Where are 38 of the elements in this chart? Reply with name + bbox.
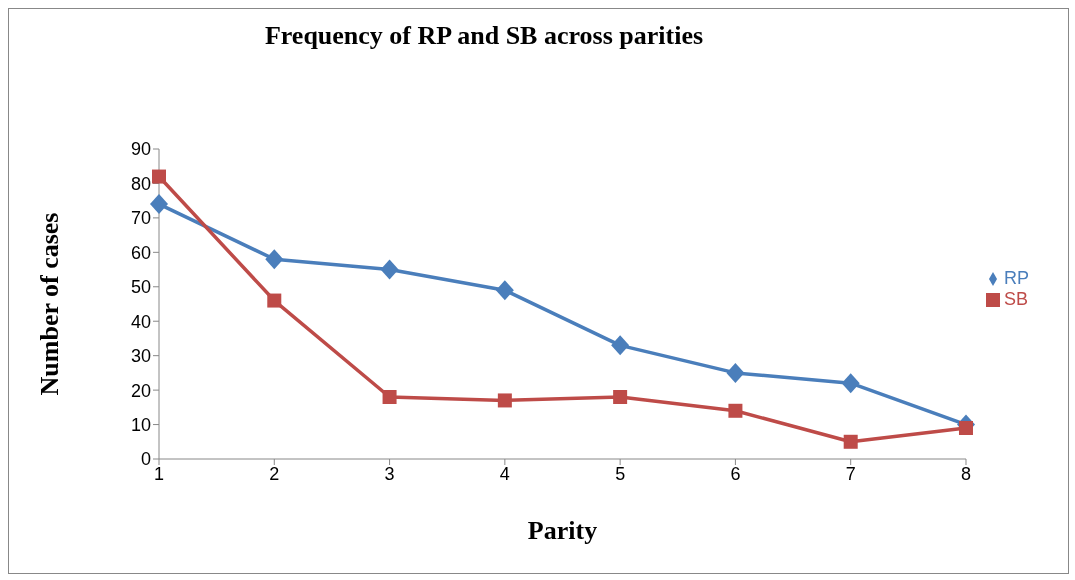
point — [728, 403, 743, 418]
x-tick-label: 4 — [499, 463, 510, 484]
point — [843, 434, 858, 449]
point — [841, 373, 860, 394]
point — [150, 194, 168, 215]
point — [267, 293, 282, 308]
x-tick-label: 5 — [615, 463, 626, 484]
y-tick-label: 80 — [130, 173, 151, 194]
point — [382, 390, 397, 404]
y-tick-label: 30 — [130, 346, 151, 367]
x-tick-label: 3 — [384, 463, 395, 484]
point — [958, 421, 973, 435]
y-tick-label: 20 — [130, 380, 151, 401]
y-tick-label: 50 — [130, 277, 151, 298]
x-tick-label: 2 — [269, 463, 280, 484]
x-tick-label: 6 — [730, 463, 741, 484]
point — [380, 259, 399, 280]
point — [495, 280, 514, 301]
chart-title: Frequency of RP and SB across parities — [263, 20, 705, 52]
point — [265, 249, 284, 270]
point — [613, 390, 628, 404]
point — [726, 362, 745, 383]
y-tick-label: 90 — [130, 139, 151, 160]
y-tick-label: 60 — [130, 242, 151, 263]
y-axis-title: Number of cases — [35, 212, 65, 396]
point — [152, 169, 166, 184]
y-tick-label: 70 — [130, 208, 151, 229]
y-tick-label: 40 — [130, 311, 151, 332]
x-axis-title: Parity — [527, 516, 598, 545]
x-tick-label: 8 — [960, 463, 971, 484]
legend-label: RP — [1003, 268, 1029, 288]
legend-label: SB — [1003, 289, 1028, 309]
y-tick-label: 10 — [130, 414, 151, 435]
x-tick-label: 7 — [845, 463, 856, 484]
y-tick-label: 0 — [140, 449, 151, 470]
point — [497, 393, 512, 408]
point — [611, 335, 630, 356]
x-tick-label: 1 — [153, 463, 165, 484]
